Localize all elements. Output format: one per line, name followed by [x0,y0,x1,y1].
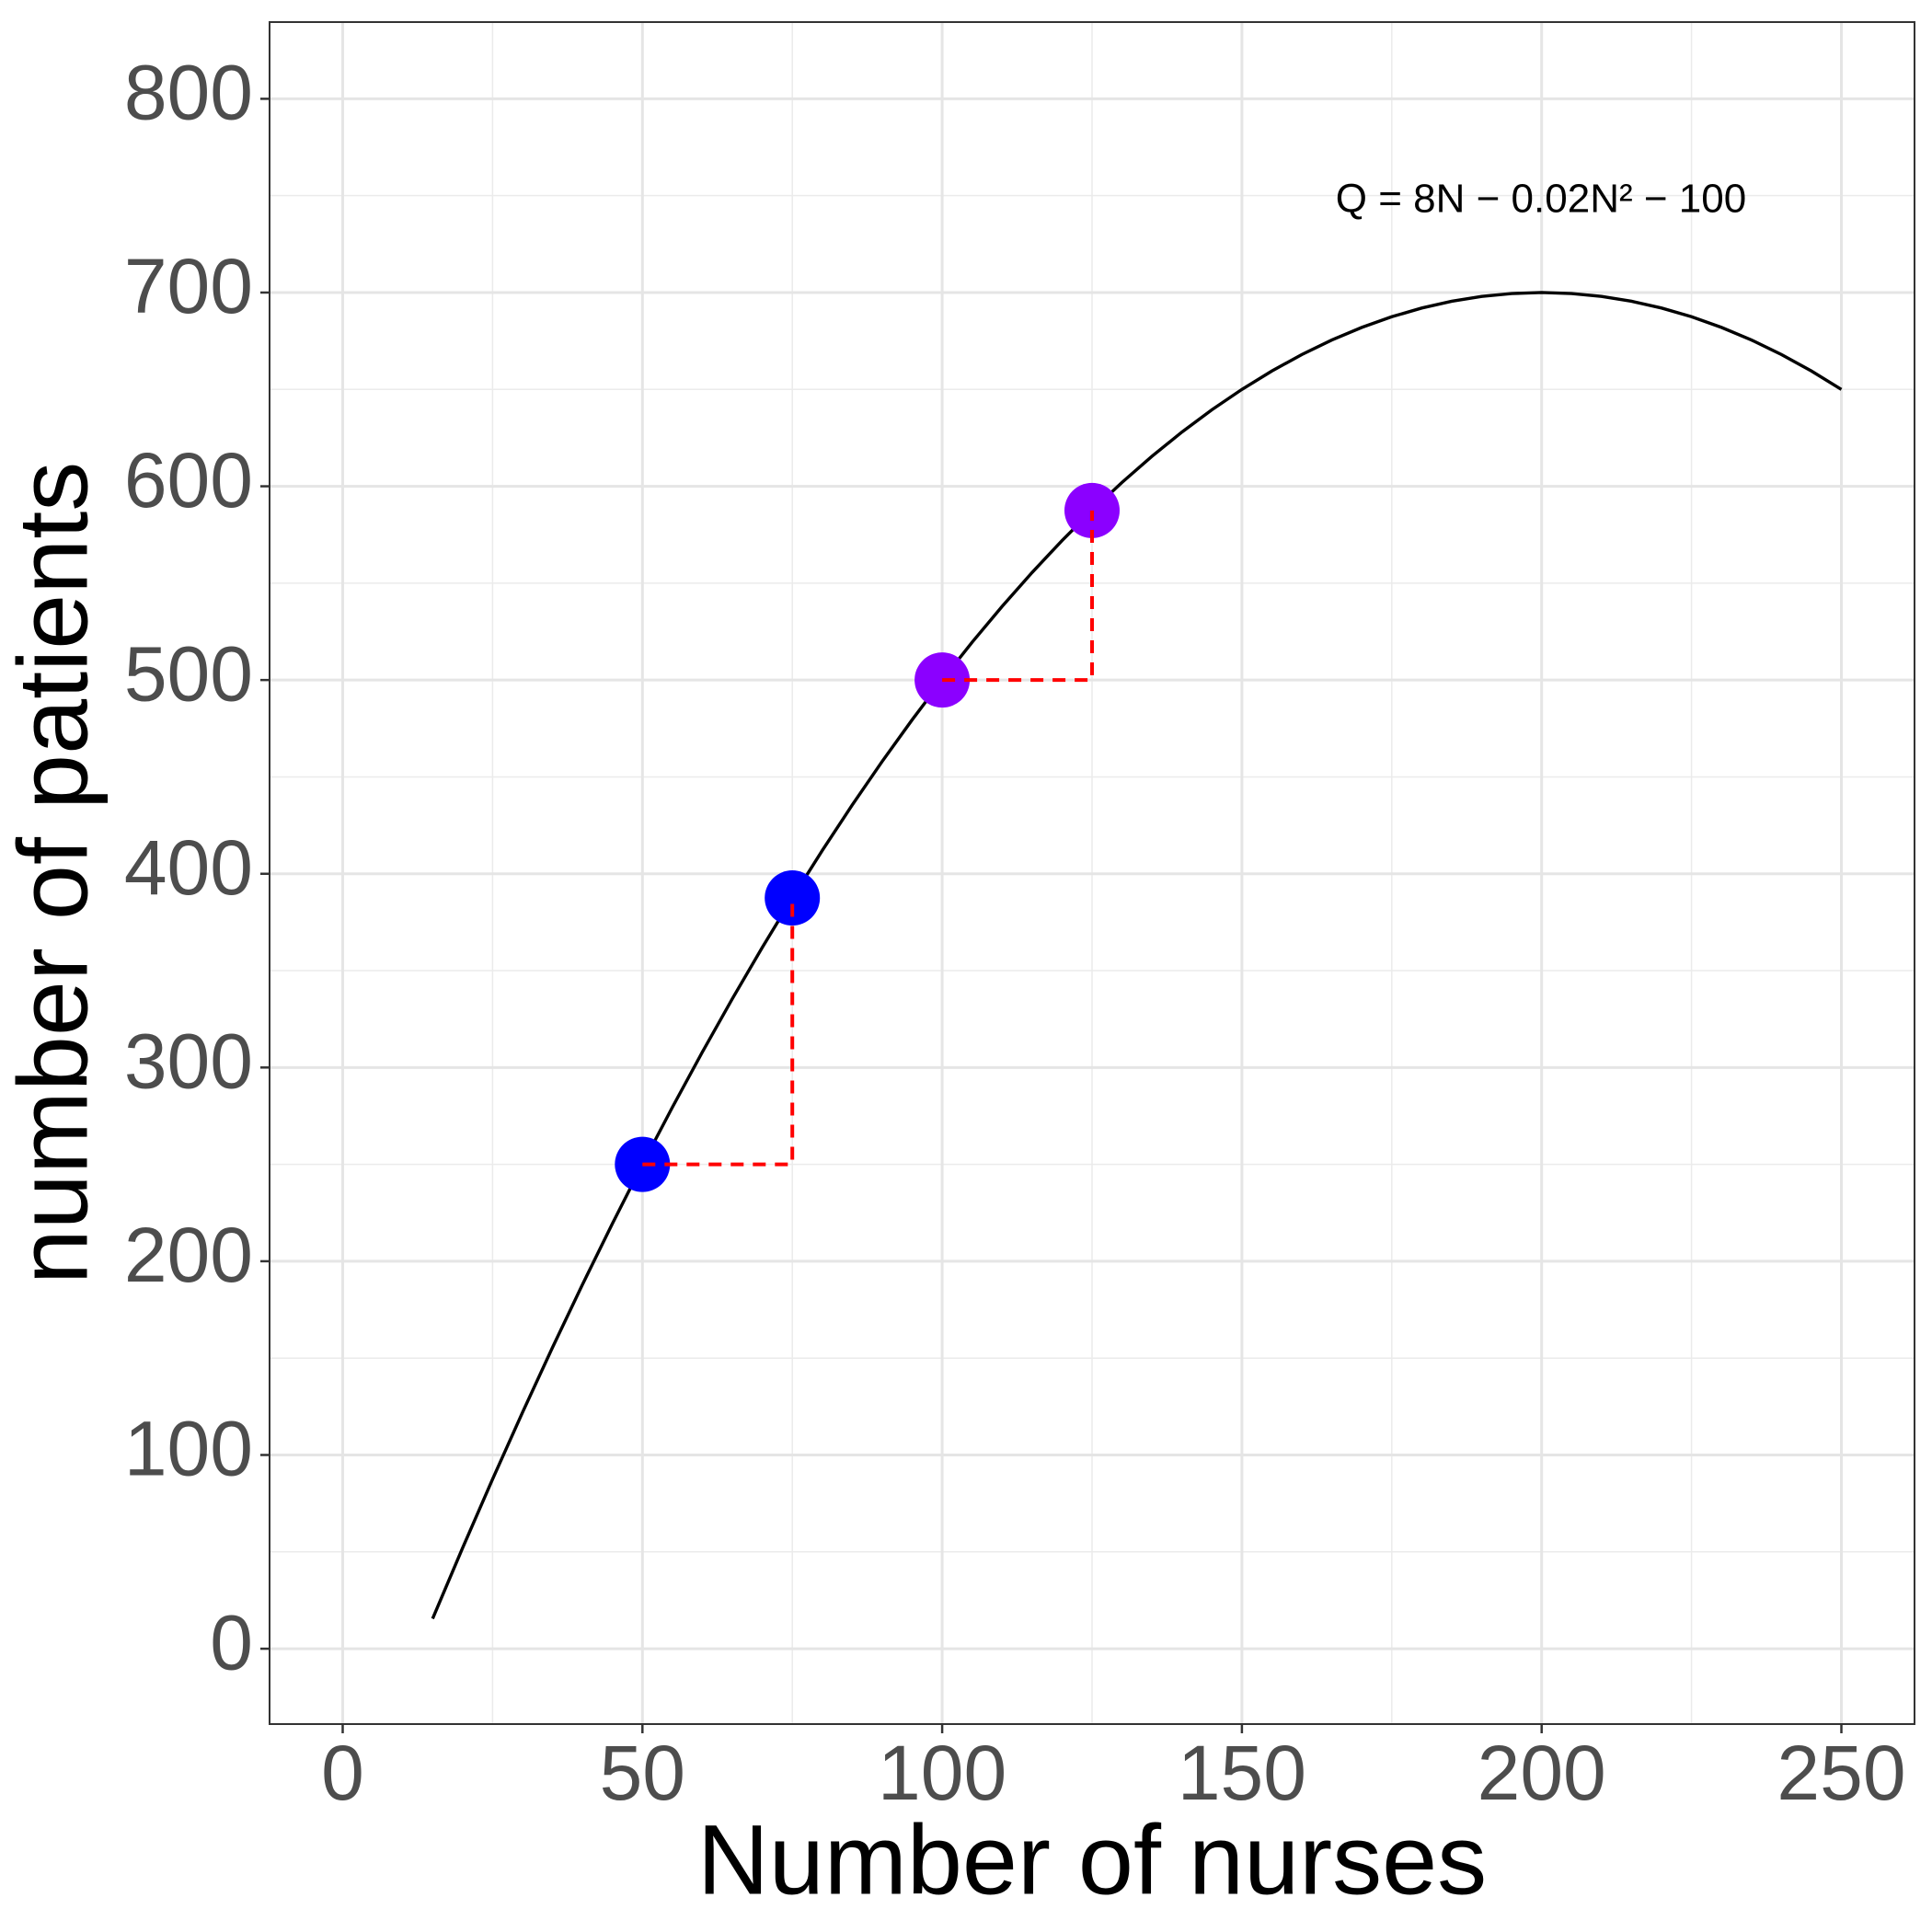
point [765,870,821,926]
y-tick-label: 300 [124,1018,253,1105]
guide-line [942,510,1094,683]
x-tick-label: 250 [1777,1730,1905,1816]
x-tick-label: 100 [878,1730,1006,1816]
y-tick-label: 400 [124,824,253,911]
panel-border [269,21,1915,1725]
y-tick-label: 500 [124,630,253,717]
annotation: Q = 8N − 0.02N² − 100 [1336,177,1746,222]
x-axis-title: Number of nurses [697,1804,1487,1915]
y-tick-label: 700 [124,243,253,329]
guide-line [642,898,795,1167]
y-tick-label: 100 [124,1406,253,1492]
x-tick-label: 200 [1478,1730,1606,1816]
y-tick-label: 200 [124,1212,253,1298]
x-tick-label: 50 [600,1730,685,1816]
y-tick-label: 800 [124,50,253,136]
y-tick-label: 600 [124,437,253,523]
x-tick-label: 0 [321,1730,364,1816]
x-tick-label: 150 [1178,1730,1306,1816]
y-axis-title: number of patients [0,462,109,1285]
curve [431,291,1843,1620]
y-tick-label: 0 [210,1599,253,1685]
